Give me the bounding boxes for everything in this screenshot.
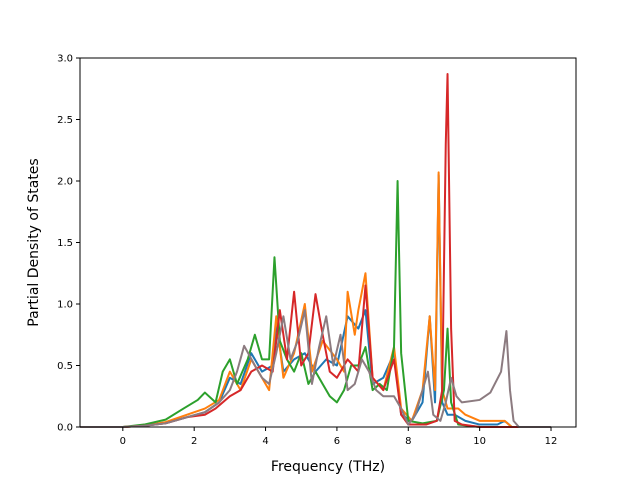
y-tick-label: 0.5 bbox=[57, 361, 73, 372]
x-tick-label: 12 bbox=[545, 436, 558, 447]
x-tick-label: 0 bbox=[120, 436, 126, 447]
y-tick-label: 1.5 bbox=[57, 238, 73, 249]
y-axis-label: Partial Density of States bbox=[26, 158, 42, 326]
y-tick-label: 3.0 bbox=[57, 54, 73, 65]
x-tick-label: 4 bbox=[262, 436, 268, 447]
y-tick-label: 2.0 bbox=[57, 177, 73, 188]
x-tick-label: 2 bbox=[191, 436, 197, 447]
y-tick-label: 1.0 bbox=[57, 300, 73, 311]
x-tick-label: 10 bbox=[473, 436, 486, 447]
series-layer bbox=[80, 72, 552, 428]
series-line-4 bbox=[80, 72, 552, 428]
series-line-3 bbox=[80, 180, 552, 428]
x-tick-label: 6 bbox=[334, 436, 340, 447]
x-tick-label: 8 bbox=[405, 436, 411, 447]
series-line-2 bbox=[80, 171, 552, 428]
y-tick-label: 2.5 bbox=[57, 115, 73, 126]
series-line-5 bbox=[80, 309, 552, 428]
x-axis-label: Frequency (THz) bbox=[271, 459, 385, 475]
x-axis: 0 2 4 6 8 10 12 bbox=[120, 427, 558, 447]
y-tick-label: 0.0 bbox=[57, 423, 73, 434]
y-axis: 0.0 0.5 1.0 1.5 2.0 2.5 3.0 bbox=[57, 54, 80, 434]
